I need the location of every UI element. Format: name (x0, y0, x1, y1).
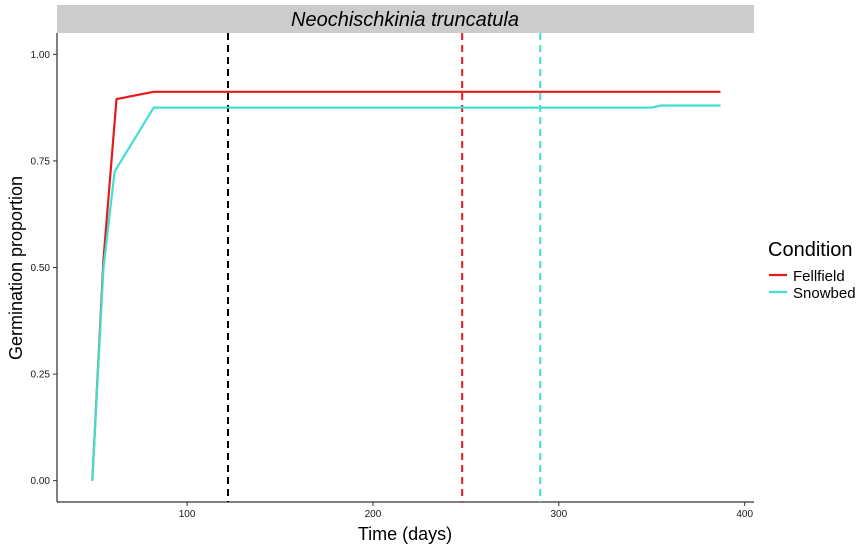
x-axis-title: Time (days) (358, 524, 452, 544)
x-tick-label: 200 (365, 509, 382, 520)
x-tick-label: 400 (736, 509, 753, 520)
plot-panel: 0.00 0.25 0.50 0.75 1.00 100 200 300 400 (31, 33, 754, 520)
legend-title: Condition (768, 239, 853, 261)
legend-label-snowbed: Snowbed (793, 285, 856, 302)
legend: Condition Fellfield Snowbed (768, 239, 856, 302)
x-tick-label: 300 (550, 509, 567, 520)
legend-label-fellfield: Fellfield (793, 268, 845, 285)
chart-title: Neochischkinia truncatula (291, 9, 519, 31)
y-tick-label: 0.00 (31, 476, 51, 487)
series-line-fellfield (91, 90, 721, 481)
reference-lines (226, 33, 542, 502)
y-axis-title: Germination proportion (6, 176, 26, 360)
y-tick-label: 0.50 (31, 263, 51, 274)
facet-strip-background (57, 5, 754, 33)
facet-strip: Neochischkinia truncatula (57, 5, 754, 33)
data-series (91, 90, 721, 481)
x-tick-label: 100 (179, 509, 196, 520)
y-axis-ticks: 0.00 0.25 0.50 0.75 1.00 (31, 50, 57, 487)
y-tick-label: 0.75 (31, 156, 51, 167)
series-line-snowbed (91, 104, 721, 481)
y-tick-label: 1.00 (31, 50, 51, 61)
x-axis-ticks: 100 200 300 400 (179, 502, 753, 520)
y-tick-label: 0.25 (31, 370, 51, 381)
